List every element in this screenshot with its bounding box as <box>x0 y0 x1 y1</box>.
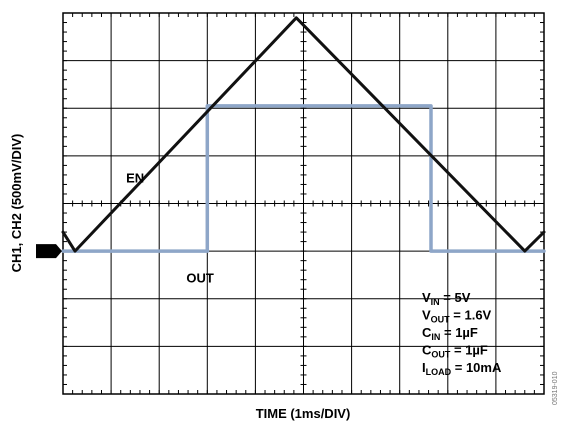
condition-symbol: V <box>422 308 431 323</box>
condition-line: VIN = 5V <box>422 290 471 307</box>
figure-id: 05319-010 <box>552 371 559 405</box>
ground-marker: 2 <box>36 244 62 259</box>
condition-value: = 1µF <box>440 325 478 340</box>
plot-traces <box>61 16 546 253</box>
plot-frame <box>62 12 545 395</box>
trace-en <box>61 16 546 253</box>
condition-symbol: C <box>422 325 432 340</box>
condition-value: = 10mA <box>451 360 502 375</box>
series-label-out: OUT <box>186 270 214 285</box>
condition-symbol: I <box>422 360 426 375</box>
ground-marker-shape <box>36 244 62 259</box>
condition-line: VOUT = 1.6V <box>422 308 492 325</box>
condition-subscript: OUT <box>431 315 451 325</box>
condition-line: CIN = 1µF <box>422 325 478 342</box>
trace-out <box>61 104 546 253</box>
series-label-en: EN <box>126 170 144 185</box>
y-axis-label: CH1, CH2 (500mV/DIV) <box>9 134 24 273</box>
condition-subscript: LOAD <box>426 367 452 377</box>
condition-symbol: V <box>422 290 431 305</box>
condition-value: = 1µF <box>450 343 488 358</box>
condition-subscript: IN <box>431 332 440 342</box>
condition-line: ILOAD = 10mA <box>422 360 502 377</box>
condition-value: = 1.6V <box>450 308 492 323</box>
condition-subscript: OUT <box>431 350 451 360</box>
condition-line: COUT = 1µF <box>422 343 488 360</box>
condition-symbol: C <box>422 343 432 358</box>
condition-subscript: IN <box>431 297 440 307</box>
condition-value: = 5V <box>440 290 471 305</box>
x-axis-label: TIME (1ms/DIV) <box>256 406 351 421</box>
ground-marker-label: 2 <box>43 247 49 258</box>
